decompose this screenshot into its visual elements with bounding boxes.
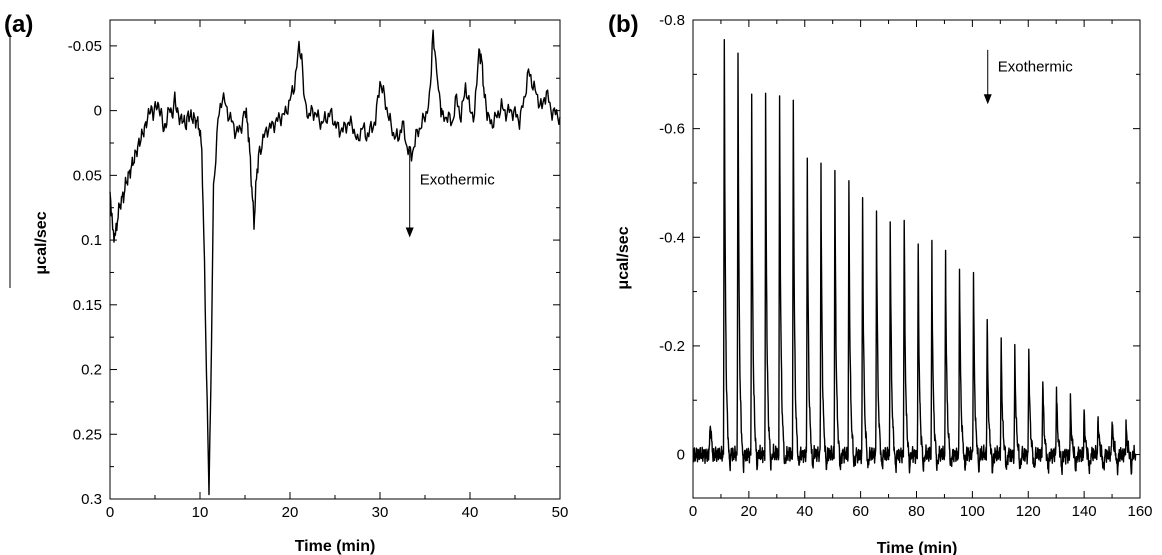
y-tick-label: -0.8	[659, 12, 685, 29]
y-tick-label: 0	[677, 447, 685, 464]
y-tick-label: 0.15	[73, 297, 102, 314]
panel-b-y-axis-title: μcal/sec	[615, 226, 632, 289]
panel-a-y-axis-title: μcal/sec	[33, 211, 50, 274]
x-tick-label: 50	[552, 504, 569, 521]
panel-b-y-axis: -0.8 -0.6 -0.4 -0.2 0	[659, 12, 1140, 464]
y-tick-label: -0.05	[68, 38, 102, 55]
panel-b-label: (b)	[608, 11, 639, 38]
panel-a-series-line	[109, 29, 561, 496]
panel-a-plot-frame	[109, 19, 561, 500]
panel-b-x-axis: 0 20 40 60 80 100 120 140 160	[689, 20, 1153, 520]
y-tick-label: 0.25	[73, 426, 102, 443]
y-tick-label: 0.2	[81, 362, 102, 379]
y-tick-label: 0.05	[73, 167, 102, 184]
x-tick-label: 160	[1127, 503, 1152, 520]
panel-b-annotation: Exothermic	[983, 49, 1074, 105]
panel-a-x-axis: 0 10 20 30 40 50	[106, 20, 569, 521]
x-tick-label: 30	[372, 504, 389, 521]
panel-a-y-axis: -0.05 0 0.05 0.1 0.15 0.2 0.25 0.3	[68, 38, 560, 508]
x-tick-label: 120	[1016, 503, 1041, 520]
exothermic-label: Exothermic	[998, 59, 1074, 76]
y-tick-label: 0.3	[81, 491, 102, 508]
exothermic-arrow-icon	[983, 94, 992, 105]
x-tick-label: 20	[282, 504, 299, 521]
panel-b-plot-frame	[692, 19, 1141, 499]
x-tick-label: 0	[106, 504, 114, 521]
x-tick-label: 100	[960, 503, 985, 520]
y-tick-label: -0.2	[659, 338, 685, 355]
x-tick-label: 0	[689, 503, 697, 520]
y-tick-label: 0	[94, 103, 102, 120]
y-tick-label: -0.6	[659, 121, 685, 138]
x-tick-label: 60	[852, 503, 869, 520]
exothermic-label: Exothermic	[420, 172, 496, 189]
x-tick-label: 140	[1072, 503, 1097, 520]
x-tick-label: 40	[796, 503, 813, 520]
panel-a-label: (a)	[4, 11, 33, 38]
y-tick-label: 0.1	[81, 232, 102, 249]
x-tick-label: 10	[192, 504, 209, 521]
panel-b-series-line	[692, 39, 1137, 476]
panel-a-annotation: Exothermic	[405, 149, 496, 238]
exothermic-arrow-icon	[405, 227, 414, 238]
panel-a: (a) 0 10 20 30 40 50 -0.05 0 0.05 0.1 0.15 0.2 0.25…	[4, 11, 568, 555]
x-tick-label: 80	[908, 503, 925, 520]
panel-b: (b) 0 20 40 60 80 100 120 140 160 -0.8-0.6-0.4-0…	[608, 11, 1153, 555]
x-tick-label: 20	[741, 503, 758, 520]
x-tick-label: 40	[462, 504, 479, 521]
panel-a-x-axis-title: Time (min)	[295, 538, 376, 555]
y-tick-label: -0.4	[659, 229, 685, 246]
panel-b-x-axis-title: Time (min)	[877, 540, 958, 555]
